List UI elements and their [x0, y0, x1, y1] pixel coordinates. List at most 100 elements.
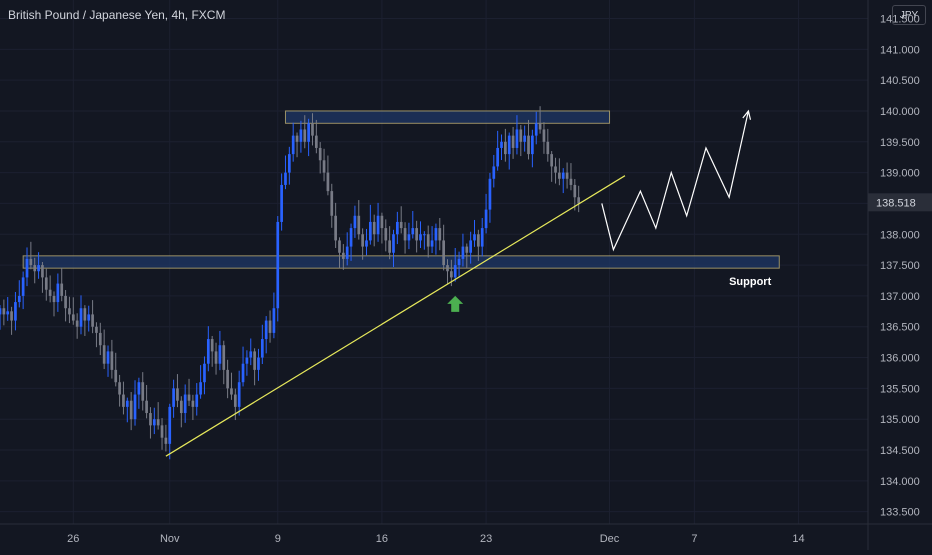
candle-body [477, 234, 480, 247]
candle-body [102, 345, 106, 364]
candle-body [341, 252, 345, 259]
candle-body [330, 191, 334, 216]
candle-body [511, 135, 515, 148]
candle-body [249, 351, 253, 358]
support-zone[interactable] [22, 255, 780, 269]
candle-body [145, 400, 148, 414]
candle-body [450, 271, 453, 278]
candle-body [392, 234, 395, 253]
trendline[interactable] [165, 175, 626, 457]
last-price-label: 138.518 [876, 197, 916, 209]
candle-body [172, 388, 175, 407]
x-tick-label: 23 [480, 533, 492, 545]
y-tick-label: 141.000 [880, 44, 920, 56]
candle-body [106, 351, 110, 364]
y-tick-label: 139.500 [880, 137, 920, 149]
candle-body [241, 363, 245, 383]
candle-body [388, 240, 391, 253]
candle-body [550, 154, 554, 167]
candle-body [569, 178, 573, 185]
candle-body [295, 135, 299, 142]
currency-badge[interactable]: JPY [892, 5, 926, 25]
candle-body [519, 129, 523, 142]
candle-body [141, 382, 145, 401]
candle-body [376, 215, 380, 235]
y-tick-label: 133.500 [880, 507, 920, 519]
candle-body [415, 228, 418, 241]
candle-body [473, 234, 476, 241]
candle-body [195, 394, 199, 407]
candle-body [318, 147, 322, 161]
candle-body [453, 265, 457, 278]
candle-body [407, 234, 411, 241]
candle-body [534, 123, 538, 136]
candle-body [299, 129, 303, 142]
candle-body [527, 135, 530, 155]
candle-body [326, 172, 330, 192]
candle-body [91, 314, 94, 327]
candle-body [25, 258, 29, 278]
candle-body [260, 339, 264, 358]
candle-body [210, 339, 214, 352]
x-tick-label: 9 [275, 533, 281, 545]
candle-body [218, 345, 222, 364]
candle-body [434, 228, 438, 241]
candle-body [29, 258, 33, 266]
candle-body [538, 123, 542, 130]
last-price-tag [868, 193, 932, 212]
bounce-arrow-up-icon[interactable] [447, 295, 464, 312]
resistance-zone[interactable] [284, 110, 611, 124]
candle-body [79, 308, 83, 327]
candle-body [37, 265, 40, 272]
candle-body [122, 394, 125, 407]
candle-body [546, 141, 550, 155]
candle-body [199, 382, 202, 395]
projection-path[interactable] [601, 110, 749, 252]
candle-body [291, 135, 295, 155]
candle-body [226, 369, 229, 389]
candle-body [68, 308, 71, 315]
candle-body [484, 209, 488, 229]
support-label: Support [729, 276, 771, 288]
candle-body [465, 246, 469, 253]
candle-body [176, 388, 179, 401]
candle-body [365, 240, 368, 247]
candle-body [480, 228, 484, 247]
candle-body [98, 332, 102, 346]
candle-body [64, 295, 67, 309]
candle-body [6, 311, 10, 315]
candle-body [133, 394, 137, 420]
candle-body [206, 339, 210, 364]
candle-body [488, 178, 492, 210]
candle-body [83, 308, 87, 321]
candle-body [233, 394, 237, 407]
x-tick-label: 14 [792, 533, 804, 545]
candle-body [71, 314, 75, 321]
candle-body [396, 221, 399, 235]
candle-body [21, 277, 25, 296]
y-tick-label: 135.000 [880, 414, 920, 426]
candle-body [17, 295, 21, 303]
candle-body [52, 295, 56, 303]
candle-body [542, 129, 546, 142]
candle-body [60, 283, 64, 296]
y-tick-label: 140.500 [880, 75, 920, 87]
candle-body [442, 240, 445, 266]
candle-body [353, 215, 357, 229]
candle-body [48, 289, 52, 296]
candle-body [164, 437, 168, 444]
candle-body [399, 221, 403, 229]
candle-body [268, 320, 272, 333]
candle-body [253, 351, 256, 370]
candle-body [384, 228, 388, 241]
candle-body [577, 197, 581, 204]
x-tick-label: 7 [691, 533, 697, 545]
candle-body [129, 400, 133, 420]
candle-body [496, 147, 500, 167]
x-tick-label: 26 [67, 533, 79, 545]
candle-body [95, 326, 98, 333]
candle-body [237, 382, 241, 407]
x-tick-label: 16 [376, 533, 388, 545]
